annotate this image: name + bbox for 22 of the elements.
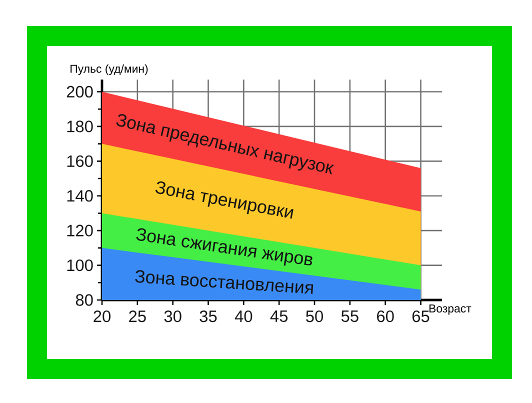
x-tick-label: 40: [234, 310, 252, 322]
y-tick-label: 80: [76, 294, 93, 306]
y-axis-title: Пульс (уд/мин): [70, 64, 148, 76]
x-tick-label: 45: [270, 310, 288, 322]
y-tick-label: 160: [67, 155, 93, 167]
x-tick-label: 30: [164, 310, 182, 322]
x-tick-label: 35: [200, 310, 217, 322]
y-tick-label: 140: [67, 190, 93, 202]
x-tick-label: 55: [341, 310, 358, 322]
series-label: Зона сжигания жиров: [136, 228, 312, 266]
x-tick-label: 60: [377, 310, 394, 322]
x-axis-title: Возраст: [429, 304, 472, 315]
x-tick-label: 50: [306, 310, 324, 322]
x-tick-label: 65: [412, 310, 430, 322]
series-label: Зона восстановления: [135, 270, 314, 294]
y-tick-label: 100: [67, 259, 93, 272]
series-label: Зона тренировки: [155, 181, 294, 219]
x-tick-label: 25: [129, 310, 146, 322]
x-tick-label: 20: [94, 310, 111, 322]
y-tick-label: 200: [66, 86, 93, 98]
y-tick-label: 120: [67, 224, 93, 236]
y-tick-label: 180: [67, 120, 93, 132]
